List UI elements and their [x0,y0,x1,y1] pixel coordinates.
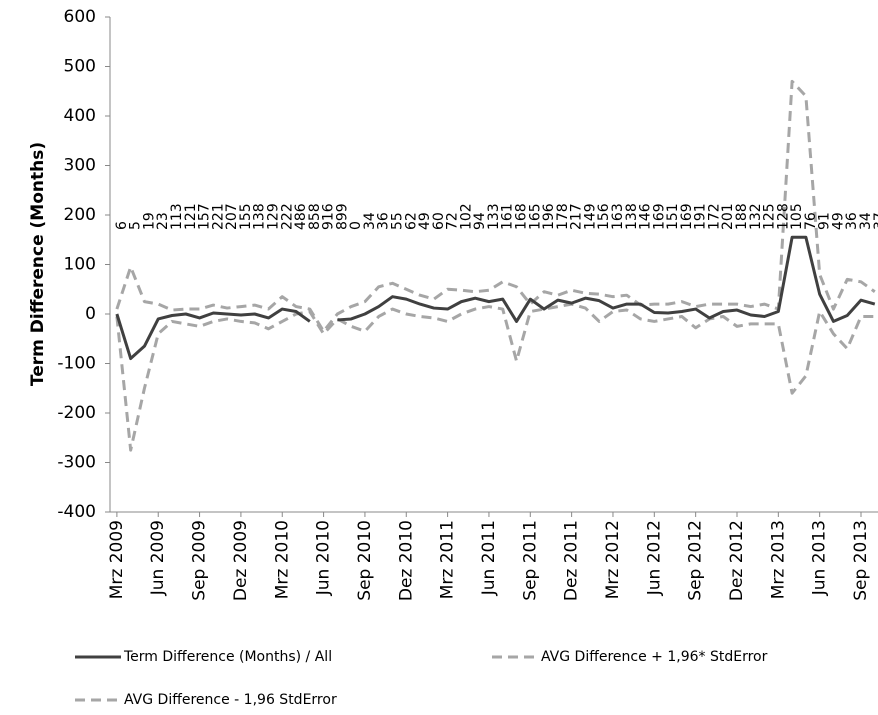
x-tick-label: Jun 2012 [644,520,664,596]
count-label: 138 [624,203,640,230]
series-line [115,302,875,452]
count-label: 155 [238,203,254,230]
x-tick-label: Dez 2010 [396,520,416,601]
y-tick-label: 100 [64,255,96,275]
x-tick-label: Dez 2012 [727,520,747,601]
x-tick-label: Dez 2009 [231,520,251,601]
x-tick-label: Mrz 2013 [768,520,788,599]
count-label: 132 [748,203,764,230]
count-label: 858 [307,203,323,230]
count-label: 178 [555,203,571,230]
x-tick-label: Sep 2010 [355,520,375,601]
count-label: 157 [197,203,213,230]
x-tick-label: Mrz 2011 [438,520,458,599]
count-label: 172 [706,203,722,230]
count-label: 49 [417,212,433,230]
count-label: 169 [679,203,695,230]
x-tick-label: Mrz 2012 [603,520,623,599]
count-label: 76 [803,212,819,230]
count-label: 19 [141,212,157,230]
count-label: 151 [665,203,681,230]
count-label: 6 [114,221,130,230]
y-tick-label: 400 [64,106,96,126]
count-label: 222 [279,203,295,230]
y-tick-label: -300 [57,453,96,473]
count-label: 34 [858,212,874,230]
x-tick-label: Sep 2012 [686,520,706,601]
legend-label: Term Difference (Months) / All [123,649,332,665]
count-label: 5 [128,221,144,230]
count-label: 201 [720,203,736,230]
count-label: 62 [403,212,419,230]
count-label: 165 [527,203,543,230]
count-label: 113 [169,203,185,230]
count-label: 188 [734,203,750,230]
y-tick-label: -200 [57,403,96,423]
count-label: 121 [183,203,199,230]
x-tick-label: Jun 2013 [810,520,830,596]
count-label: 486 [293,203,309,230]
count-label: 916 [321,203,337,230]
x-tick-label: Jun 2009 [148,520,168,596]
series-line [115,235,876,361]
legend-label: AVG Difference - 1,96 StdError [124,692,337,708]
count-label: 899 [334,203,350,230]
y-tick-label: 200 [64,205,96,225]
count-label: 91 [817,212,833,230]
count-label: 0 [348,221,364,230]
count-label: 161 [500,203,516,230]
x-tick-label: Jun 2010 [314,520,334,596]
y-tick-label: 300 [64,156,96,176]
count-label: 169 [651,203,667,230]
count-label: 49 [830,212,846,230]
count-label: 138 [252,203,268,230]
x-tick-label: Jun 2011 [479,520,499,596]
y-tick-label: 0 [85,304,96,324]
x-tick-label: Mrz 2010 [272,520,292,599]
count-label: 207 [224,203,240,230]
count-label: 36 [844,212,860,230]
y-tick-label: 600 [64,7,96,27]
count-label: 146 [638,203,654,230]
y-tick-label: -400 [57,502,96,522]
count-label: 128 [775,203,791,230]
count-label: 156 [596,203,612,230]
y-tick-label: -100 [57,354,96,374]
count-label: 55 [389,212,405,230]
x-tick-label: Sep 2009 [190,520,210,601]
count-label: 168 [514,203,530,230]
count-label: 102 [458,203,474,230]
count-label: 60 [431,212,447,230]
count-label: 125 [762,203,778,230]
legend-label: AVG Difference + 1,96* StdError [541,649,768,665]
count-label: 163 [610,203,626,230]
count-label: 37 [872,212,878,230]
count-label: 196 [541,203,557,230]
count-label: 36 [376,212,392,230]
count-label: 221 [210,203,226,230]
count-label: 217 [569,203,585,230]
count-label: 191 [693,203,709,230]
count-label: 149 [582,203,598,230]
x-tick-label: Sep 2013 [851,520,871,601]
x-tick-label: Dez 2011 [562,520,582,601]
series-line [115,79,876,333]
y-tick-label: 500 [64,57,96,77]
count-label: 72 [445,212,461,230]
y-axis-title: Term Difference (Months) [28,142,48,386]
x-tick-label: Mrz 2009 [107,520,127,599]
count-label: 23 [155,212,171,230]
count-label: 105 [789,203,805,230]
count-label: 34 [362,212,378,230]
x-tick-label: Sep 2011 [520,520,540,601]
count-label: 133 [486,203,502,230]
count-label: 129 [265,203,281,230]
count-label: 94 [472,212,488,230]
